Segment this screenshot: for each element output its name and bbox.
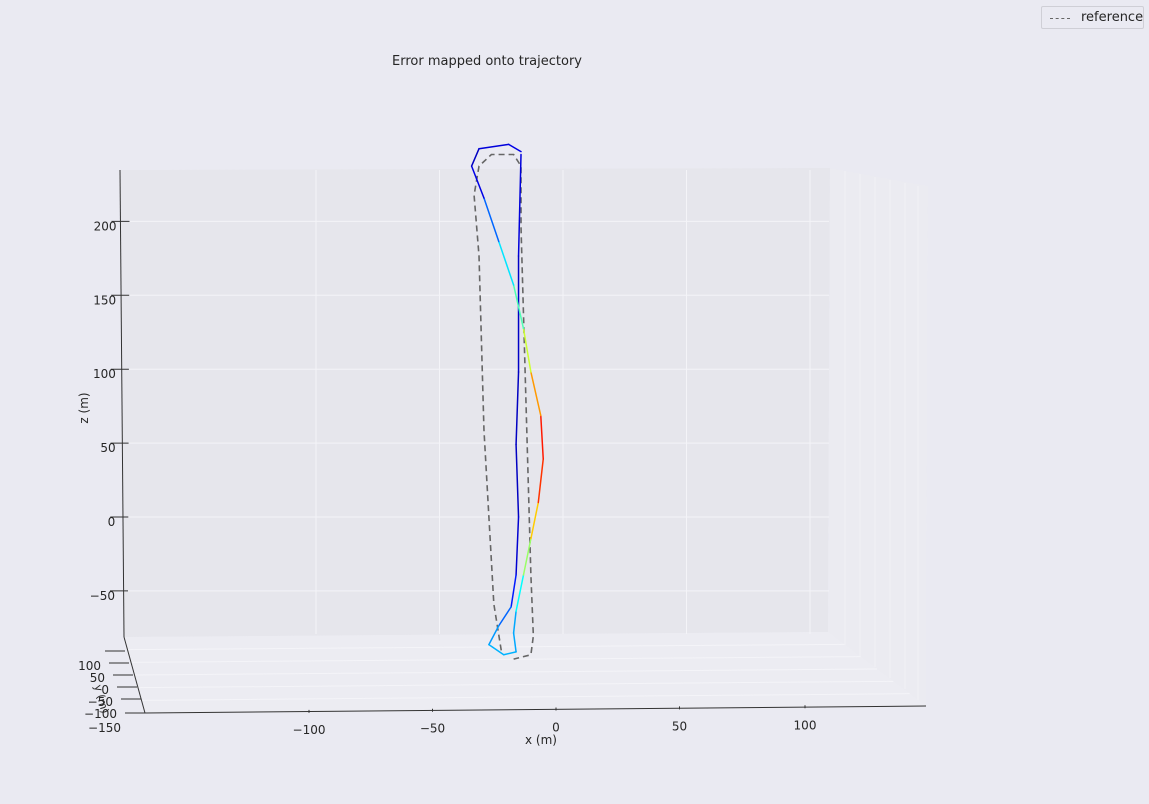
x-tick-label: 50 — [672, 719, 687, 733]
y-gridline — [130, 656, 861, 663]
grid-lines — [121, 170, 919, 701]
legend: reference — [1041, 6, 1144, 29]
x-tick-label: 0 — [552, 721, 560, 735]
z-tick-label: −50 — [90, 589, 115, 603]
y-gridline — [141, 693, 910, 701]
legend-reference-swatch — [1050, 18, 1070, 19]
trajectory-segment — [510, 574, 517, 608]
trajectory-segment — [483, 197, 500, 243]
x-tick-label: 100 — [794, 718, 817, 732]
tick-labels: −100 −50 0 50 100−50050100150200−150−100−500… — [78, 219, 816, 736]
trajectory-segment — [478, 143, 510, 150]
legend-reference-label: reference — [1081, 10, 1144, 25]
reference-line — [473, 153, 535, 660]
y-tick-label: −50 — [88, 695, 113, 709]
y-tick-label: 50 — [90, 671, 105, 685]
trajectory-segment — [512, 610, 517, 634]
trajectory-segment — [512, 632, 517, 653]
trajectory-segment — [488, 643, 505, 656]
y-gridline — [127, 643, 845, 651]
trajectory-segment — [537, 458, 544, 504]
x-axis-line — [144, 705, 927, 714]
trajectory-segment — [498, 240, 515, 286]
right-pane — [828, 168, 928, 706]
z-tick-label: 50 — [100, 441, 115, 455]
trajectory-segment — [498, 606, 512, 627]
trajectory-segment — [530, 371, 542, 417]
trajectory-segment — [502, 651, 517, 656]
trajectory-segment — [515, 371, 520, 446]
trajectory-segment — [522, 327, 532, 373]
trajectory-segment — [530, 501, 540, 540]
tick-marks — [105, 220, 806, 714]
z-tick-label: 100 — [93, 367, 116, 381]
y-gridline — [137, 680, 894, 689]
panes — [120, 168, 928, 713]
z-tick-label: 150 — [93, 293, 116, 307]
trajectory-segment — [470, 165, 485, 199]
trajectory-segment — [515, 443, 520, 518]
z-tick-label: 200 — [94, 219, 117, 233]
y-axis-line — [123, 636, 146, 714]
x-tick-label: −50 — [420, 722, 445, 736]
y-tick-label: 100 — [78, 659, 101, 673]
y-tick-label: −150 — [88, 721, 121, 735]
trajectory-segment — [512, 284, 525, 330]
trajectory-segment — [507, 143, 522, 153]
trajectory-segment — [488, 625, 500, 646]
y-tick-label: −100 — [84, 707, 117, 721]
trajectory-segment — [540, 414, 544, 460]
trajectory-segment — [515, 574, 525, 612]
trajectory-segment — [470, 147, 480, 167]
axis-lines — [119, 169, 927, 714]
trajectory-lines — [470, 143, 544, 660]
y-tick-label: 0 — [101, 683, 109, 697]
trajectory-segment — [515, 516, 520, 576]
y-gridline — [134, 668, 878, 676]
trajectory-segment — [517, 153, 522, 257]
z-axis-label: z (m) — [77, 392, 91, 423]
floor-pane — [124, 632, 926, 713]
z-axis-line — [119, 169, 125, 638]
back-pane — [120, 168, 830, 637]
z-tick-label: 0 — [108, 515, 116, 529]
trajectory-segment — [522, 538, 532, 576]
x-axis-label: x (m) — [525, 733, 557, 747]
chart-title: Error mapped onto trajectory — [392, 54, 582, 69]
x-tick-label: −100 — [293, 723, 326, 737]
